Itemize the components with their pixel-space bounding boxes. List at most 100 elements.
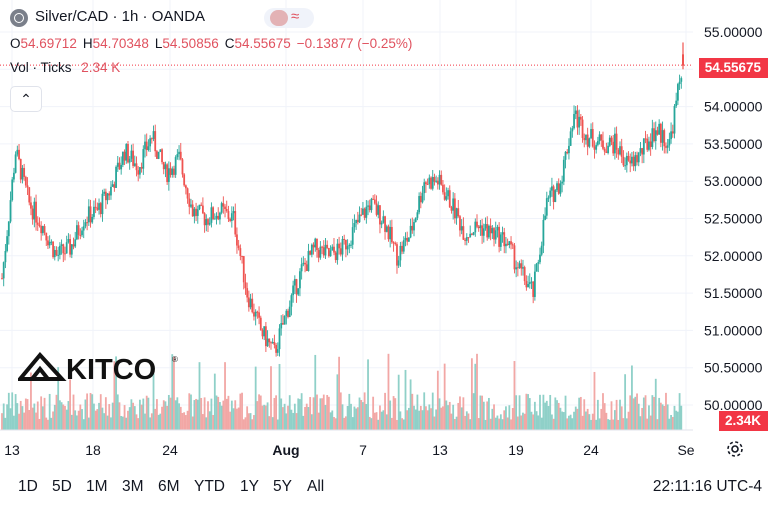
volume-bar (116, 394, 119, 430)
volume-bar (644, 395, 647, 430)
volume-bar (532, 414, 535, 430)
volume-bar (678, 393, 681, 430)
tf-ytd[interactable]: YTD (194, 478, 225, 495)
volume-bar (406, 410, 409, 430)
volume-bar (94, 410, 97, 430)
candle-body (581, 119, 584, 138)
candle-body (93, 206, 95, 217)
volume-bar (431, 392, 434, 430)
candle-body (224, 206, 226, 209)
volume-bar (76, 415, 78, 430)
candle-body (24, 176, 27, 186)
candle-body (200, 204, 203, 206)
candle-body (133, 163, 136, 166)
candle-body (147, 146, 150, 151)
volume-bar (230, 400, 233, 430)
candle-body (98, 203, 100, 210)
candle-body (167, 168, 170, 183)
volume-value: 2.34 K (81, 60, 121, 75)
volume-bar (18, 413, 20, 430)
pill-left-icon (270, 10, 288, 26)
volume-bar (397, 374, 400, 430)
candle-body (356, 219, 359, 223)
candle-body (671, 131, 674, 134)
compare-pill-icon[interactable]: ≈ (264, 8, 314, 28)
volume-bar (212, 414, 215, 430)
candle-body (310, 244, 313, 255)
time-axis[interactable]: 13 18 24 Aug 7 13 19 24 Se (0, 429, 695, 458)
candle-body (440, 174, 443, 185)
candle-body (617, 149, 620, 155)
candle-body (387, 226, 390, 240)
candle-body (346, 246, 349, 250)
volume-bar (259, 395, 262, 430)
candle-body (515, 267, 518, 270)
candle-body (533, 271, 536, 297)
volume-bar (581, 415, 584, 430)
tf-5y[interactable]: 5Y (273, 478, 292, 495)
volume-bar (13, 415, 15, 430)
volume-bar (484, 419, 487, 430)
candle-body (627, 155, 630, 161)
tf-1m[interactable]: 1M (86, 478, 108, 495)
volume-bar (36, 401, 39, 430)
candle-body (60, 244, 63, 246)
clock-readout[interactable]: 22:11:16 UTC-4 (652, 478, 762, 495)
volume-bar (14, 394, 17, 430)
volume-bar (142, 398, 145, 430)
volume-bar (115, 356, 117, 430)
candle-body (443, 192, 446, 200)
volume-bar (16, 403, 19, 430)
price-axis[interactable]: 55.0000054.5000054.0000053.5000053.00000… (704, 24, 763, 413)
tf-1y[interactable]: 1Y (240, 478, 259, 495)
tf-3m[interactable]: 3M (122, 478, 144, 495)
candle-body (390, 226, 393, 243)
candle-body (646, 138, 649, 150)
candle-body (28, 187, 31, 203)
candle-body (481, 225, 484, 236)
volume-bar (680, 405, 683, 430)
x-tick-label: 13 (432, 442, 448, 458)
volume-bar (608, 419, 611, 430)
volume-bar (528, 398, 531, 430)
candle-body (358, 214, 361, 223)
candle-body (367, 205, 369, 207)
candle-body (74, 239, 77, 247)
volume-bar (482, 401, 485, 430)
candle-body (64, 253, 66, 255)
candle-body (227, 211, 230, 219)
gear-icon[interactable] (724, 438, 746, 460)
volume-bar (339, 392, 342, 430)
candle-body (498, 226, 501, 247)
collapse-legend-button[interactable]: ⌃ (10, 86, 42, 112)
tf-1d[interactable]: 1D (18, 478, 38, 495)
y-tick-label: 52.00000 (704, 248, 763, 264)
volume-bar (348, 393, 351, 430)
volume-bar (634, 396, 637, 430)
candle-body (103, 191, 106, 194)
candle-body (283, 315, 286, 325)
tf-all[interactable]: All (307, 478, 325, 495)
volume-bar (28, 409, 31, 430)
candle-body (436, 180, 439, 185)
tf-5d[interactable]: 5D (52, 478, 72, 495)
volume-bar (469, 419, 472, 430)
open-key: O (10, 36, 21, 51)
candle-body (110, 186, 112, 196)
candle-body (190, 204, 192, 207)
volume-bar (338, 356, 340, 430)
candle-body (65, 242, 68, 254)
candle-body (246, 288, 249, 298)
tf-6m[interactable]: 6M (158, 478, 180, 495)
volume-bar (539, 394, 541, 430)
volume-bar (676, 411, 679, 430)
candle-body (576, 110, 579, 128)
volume-bar (654, 378, 657, 430)
volume-bar (217, 396, 220, 430)
volume-bar (310, 414, 313, 430)
candle-body (506, 243, 509, 245)
candle-body (593, 146, 596, 150)
candle-body (307, 251, 310, 272)
candle-body (610, 137, 613, 142)
